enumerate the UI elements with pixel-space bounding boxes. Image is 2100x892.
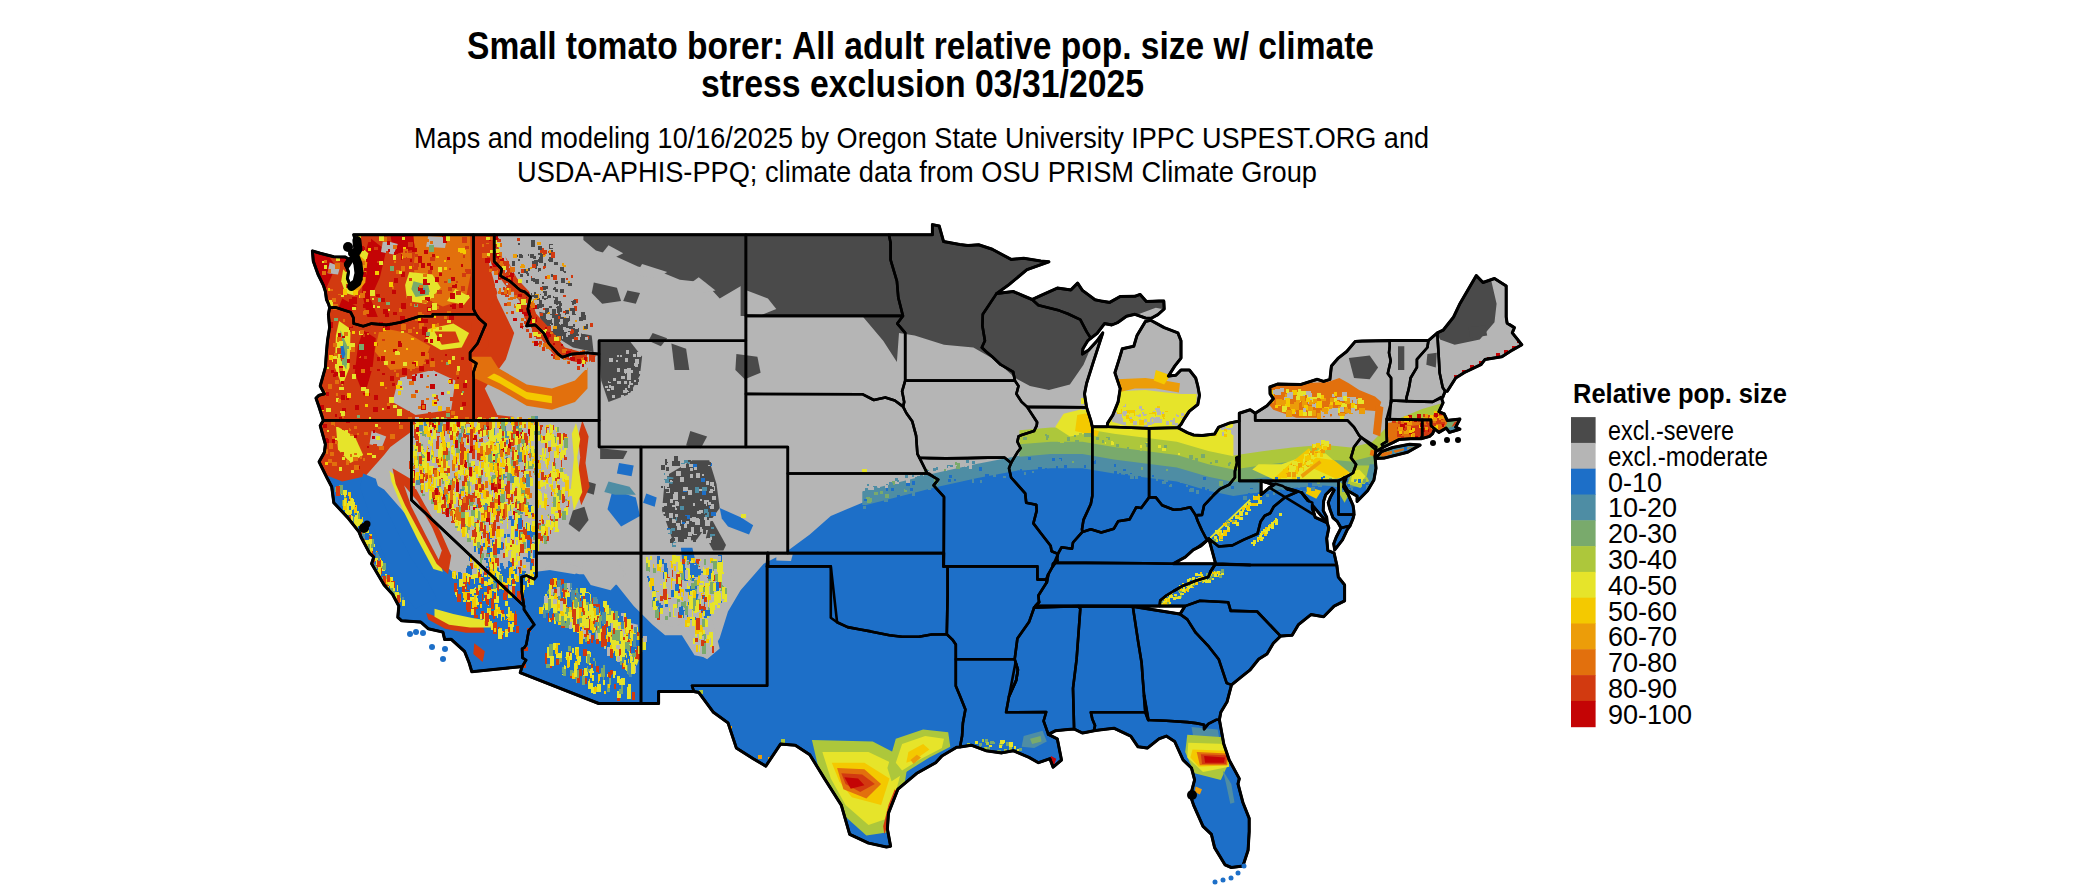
svg-text:USDA-APHIS-PPQ; climate data f: USDA-APHIS-PPQ; climate data from OSU PR… — [517, 156, 1317, 188]
svg-text:Small tomato borer: All adult: Small tomato borer: All adult relative p… — [467, 25, 1374, 67]
svg-text:90-100: 90-100 — [1608, 700, 1692, 730]
svg-text:Relative pop. size: Relative pop. size — [1573, 378, 1787, 409]
svg-text:stress exclusion 03/31/2025: stress exclusion 03/31/2025 — [701, 63, 1144, 105]
svg-text:Maps and modeling 10/16/2025 b: Maps and modeling 10/16/2025 by Oregon S… — [414, 122, 1429, 154]
